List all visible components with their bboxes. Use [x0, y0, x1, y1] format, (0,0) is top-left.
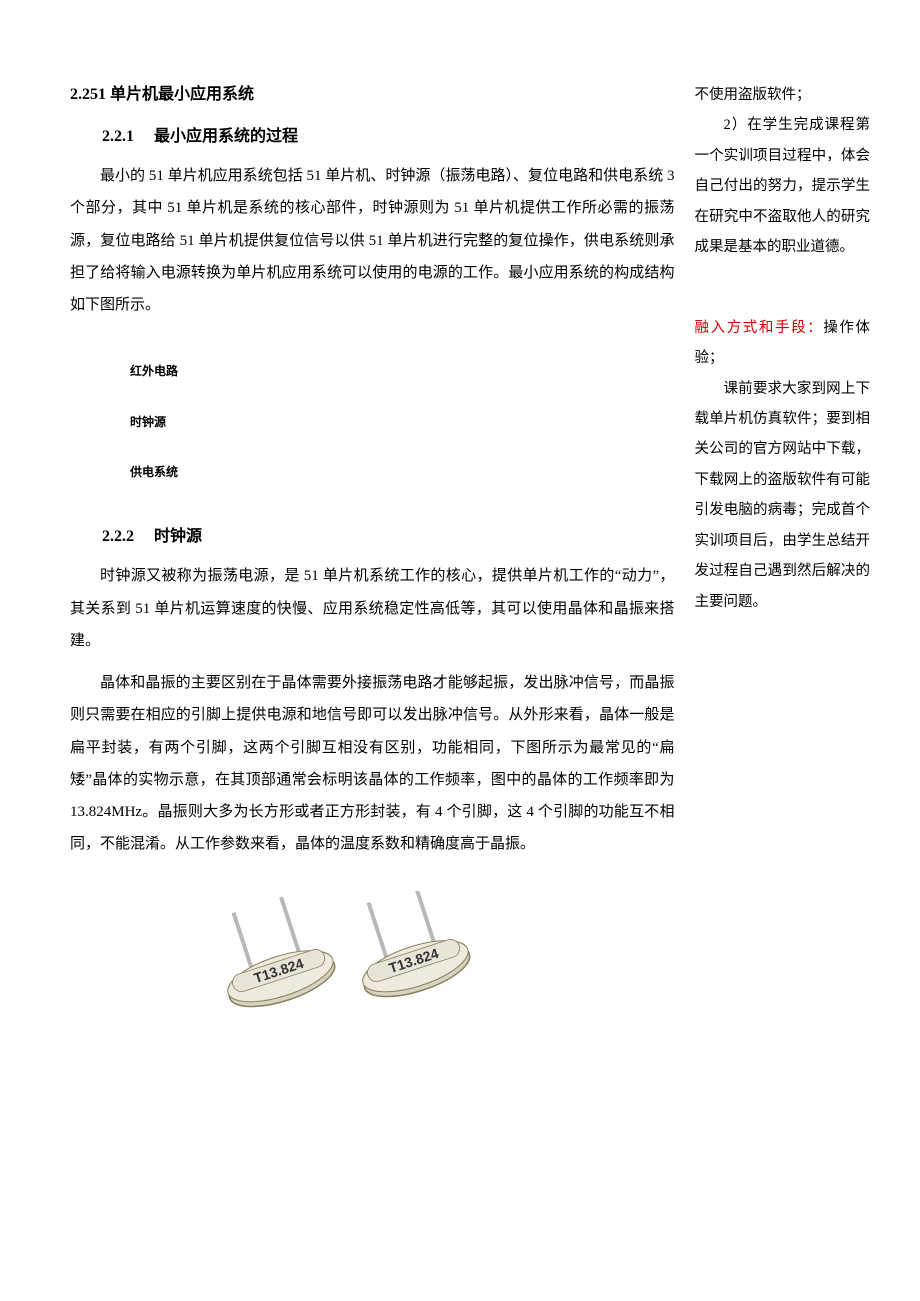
section-title: 最小应用系统的过程: [154, 128, 298, 145]
paragraph: 时钟源又被称为振荡电源，是 51 单片机系统工作的核心，提供单片机工作的“动力”…: [70, 560, 675, 657]
paragraph: 晶体和晶振的主要区别在于晶体需要外接振荡电路才能够起振，发出脉冲信号，而晶振则只…: [70, 667, 675, 861]
side-heading: 融入方式和手段：操作体验；: [695, 313, 871, 374]
side-column: 不使用盗版软件； 2）在学生完成课程第一个实训项目过程中，体会自己付出的努力，提…: [695, 80, 871, 1096]
section-number: 2.2.2: [102, 528, 134, 545]
heading-1: 2.251 单片机最小应用系统: [70, 80, 675, 104]
section-title: 时钟源: [154, 528, 202, 545]
diagram-labels: 红外电路 时钟源 供电系统: [130, 346, 675, 497]
side-note-1: 不使用盗版软件； 2）在学生完成课程第一个实训项目过程中，体会自己付出的努力，提…: [695, 80, 871, 263]
side-text: 不使用盗版软件；: [695, 80, 871, 110]
main-column: 2.251 单片机最小应用系统 2.2.1 最小应用系统的过程 最小的 51 单…: [70, 80, 695, 1096]
section-2-2-2-heading: 2.2.2 时钟源: [70, 522, 675, 546]
side-note-2: 融入方式和手段：操作体验； 课前要求大家到网上下载单片机仿真软件；要到相关公司的…: [695, 313, 871, 617]
crystal-oscillator-icon: T13.824 T13.824: [212, 891, 532, 1091]
label-infrared: 红外电路: [130, 346, 675, 396]
document-page: 2.251 单片机最小应用系统 2.2.1 最小应用系统的过程 最小的 51 单…: [0, 0, 920, 1136]
side-red-label: 融入方式和手段：: [695, 320, 824, 336]
crystal-image: T13.824 T13.824: [70, 891, 675, 1096]
label-power: 供电系统: [130, 447, 675, 497]
side-text: 2）在学生完成课程第一个实训项目过程中，体会自己付出的努力，提示学生在研究中不盗…: [695, 110, 871, 262]
label-clock: 时钟源: [130, 397, 675, 447]
section-2-2-1-heading: 2.2.1 最小应用系统的过程: [70, 122, 675, 146]
side-text: 课前要求大家到网上下载单片机仿真软件；要到相关公司的官方网站中下载，下载网上的盗…: [695, 374, 871, 618]
section-number: 2.2.1: [102, 128, 134, 145]
paragraph: 最小的 51 单片机应用系统包括 51 单片机、时钟源（振荡电路）、复位电路和供…: [70, 160, 675, 321]
